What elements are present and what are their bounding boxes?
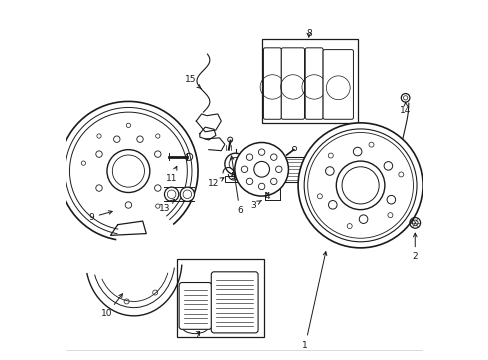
FancyBboxPatch shape xyxy=(305,48,323,119)
Bar xyxy=(176,258,264,337)
Text: 1: 1 xyxy=(302,252,326,350)
Text: 13: 13 xyxy=(159,199,174,213)
FancyBboxPatch shape xyxy=(211,272,258,333)
Circle shape xyxy=(298,123,422,248)
Text: 9: 9 xyxy=(88,211,112,222)
Text: 2: 2 xyxy=(411,233,417,261)
Circle shape xyxy=(180,187,194,202)
Text: 14: 14 xyxy=(400,103,411,115)
Text: 8: 8 xyxy=(305,29,311,38)
Text: 12: 12 xyxy=(208,178,224,188)
Text: 5: 5 xyxy=(230,172,236,181)
Text: 15: 15 xyxy=(185,76,201,89)
FancyBboxPatch shape xyxy=(281,48,304,119)
Circle shape xyxy=(336,161,384,210)
Text: 4: 4 xyxy=(264,192,270,201)
Text: 10: 10 xyxy=(101,294,122,319)
Circle shape xyxy=(234,143,288,196)
Text: 6: 6 xyxy=(230,156,242,215)
Text: 3: 3 xyxy=(250,201,261,210)
Text: 11: 11 xyxy=(165,166,177,183)
Circle shape xyxy=(164,187,179,202)
Bar xyxy=(224,176,241,182)
FancyBboxPatch shape xyxy=(323,50,353,119)
Text: 7: 7 xyxy=(194,331,200,340)
Bar xyxy=(261,39,357,123)
Bar xyxy=(281,157,304,182)
FancyBboxPatch shape xyxy=(263,48,281,119)
FancyBboxPatch shape xyxy=(179,283,211,329)
